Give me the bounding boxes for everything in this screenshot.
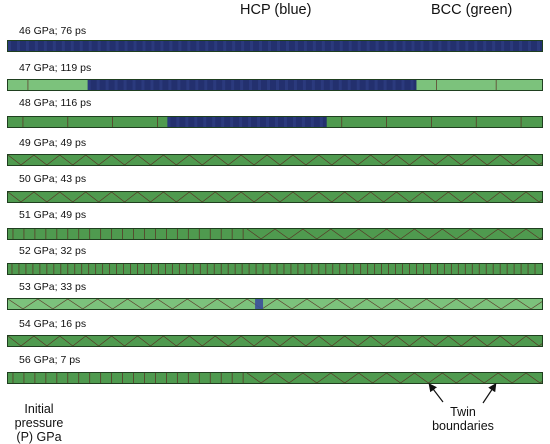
- row-label-53: 53 GPa; 33 ps: [19, 281, 87, 293]
- strip-53: [7, 298, 543, 310]
- strip-50-graphic: [8, 192, 542, 202]
- row-label-46: 46 GPa; 76 ps: [19, 25, 87, 37]
- strip-52-graphic: [8, 264, 542, 274]
- strip-49: [7, 154, 543, 166]
- row-label-48: 48 GPa; 116 ps: [19, 97, 92, 109]
- strip-52: [7, 263, 543, 275]
- strip-51: [7, 228, 543, 240]
- twin-boundaries-caption: Twin boundaries: [429, 405, 497, 433]
- legend-bcc: BCC (green): [431, 2, 513, 18]
- strip-48: [7, 116, 543, 128]
- initial-pressure-caption: Initial pressure (P) GPa: [10, 402, 68, 444]
- initial-pressure-line-2: pressure: [14, 416, 64, 430]
- strip-54: [7, 335, 543, 347]
- twin-boundaries-line-2: boundaries: [432, 419, 494, 433]
- twin-boundaries-line-1: Twin: [450, 405, 476, 419]
- twin-arrow-right: [482, 383, 497, 404]
- row-label-49: 49 GPa; 49 ps: [19, 137, 87, 149]
- strip-56: [7, 372, 543, 384]
- initial-pressure-line-3: (P) GPa: [16, 430, 62, 444]
- initial-pressure-line-1: Initial: [24, 402, 54, 416]
- strip-49-graphic: [8, 155, 542, 165]
- strip-56-graphic: [8, 373, 542, 383]
- strip-54-graphic: [8, 336, 542, 346]
- row-label-51: 51 GPa; 49 ps: [19, 209, 87, 221]
- strip-46-graphic: [8, 41, 542, 51]
- strip-47-graphic: [8, 80, 542, 90]
- strip-50: [7, 191, 543, 203]
- row-label-52: 52 GPa; 32 ps: [19, 245, 87, 257]
- strip-47: [7, 79, 543, 91]
- strip-48-graphic: [8, 117, 542, 127]
- row-label-56: 56 GPa; 7 ps: [19, 354, 81, 366]
- row-label-47: 47 GPa; 119 ps: [19, 62, 92, 74]
- twin-arrow-left: [428, 383, 444, 403]
- row-label-54: 54 GPa; 16 ps: [19, 318, 87, 330]
- strip-46: [7, 40, 543, 52]
- legend-hcp: HCP (blue): [240, 2, 312, 18]
- strip-51-graphic: [8, 229, 542, 239]
- strip-53-graphic: [8, 299, 542, 309]
- row-label-50: 50 GPa; 43 ps: [19, 173, 87, 185]
